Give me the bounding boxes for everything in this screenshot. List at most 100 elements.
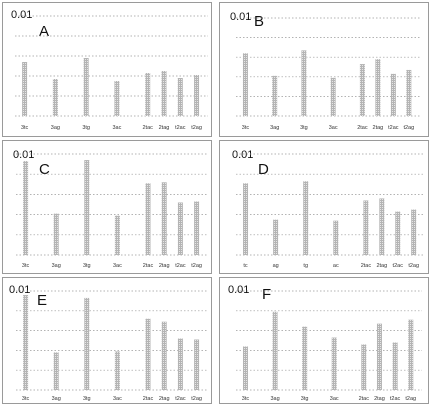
x-tick-label: t2ag <box>191 125 202 131</box>
x-tick-label: 2tac <box>143 263 154 269</box>
x-tick-label: t2ac <box>175 396 186 402</box>
x-tick-label: t2ag <box>405 396 416 402</box>
x-tick-label: 3tg <box>83 263 91 269</box>
bar-chart: tc ag tg ac 2tac 2tag t2ac t2ag <box>236 153 425 269</box>
x-tick-label: 2tag <box>159 396 170 402</box>
bar-chart: 3tc 3ag 3tg 3ac 2tac 2tag t2ac t2ag <box>16 153 208 269</box>
bar-t2ag <box>406 69 412 116</box>
bar-chart: 3tc 3ag 3tg 3ac 2tac 2tag t2ac t2ag <box>15 15 208 131</box>
bar-3ag <box>53 352 59 390</box>
bar-2tac <box>361 344 367 390</box>
x-tick-label: 3ac <box>330 396 339 402</box>
x-tick-label: 3ac <box>113 263 122 269</box>
bar-tg <box>303 181 309 255</box>
x-tick-label: 2tac <box>143 396 154 402</box>
bar-3tg <box>84 160 90 255</box>
bar-3ag <box>53 213 59 255</box>
bar-t2ag <box>408 319 414 390</box>
bar-3ac <box>114 215 120 255</box>
bar-2tag <box>161 321 167 390</box>
bar-ag <box>273 219 279 255</box>
bar-3tc <box>23 294 29 390</box>
bar-3tc <box>22 62 28 116</box>
bar-2tag <box>161 182 167 255</box>
bar-3tc <box>242 53 248 116</box>
chart-panel-f: 0.01 F 3tc 3ag 3tg 3ac 2tac 2tag t2ac t2ag <box>219 277 429 404</box>
chart-panel-b: 0.01 B 3tc 3ag 3tg 3ac 2tac 2tag t2ac t2ag <box>219 2 429 137</box>
y-axis-top-label: 0.01 <box>230 11 252 23</box>
x-tick-label: 3ac <box>113 396 122 402</box>
x-tick-label: t2ac <box>175 125 186 131</box>
x-tick-label: 2tag <box>374 396 385 402</box>
panel-letter: A <box>39 23 50 40</box>
x-tick-label: 2tac <box>359 396 370 402</box>
bar-3ac <box>114 351 120 390</box>
bar-2tag <box>379 198 385 255</box>
x-tick-label: 3tg <box>300 125 308 131</box>
bar-t2ag <box>194 75 200 116</box>
bar-chart: 3tc 3ag 3tg 3ac 2tac 2tag t2ac t2ag <box>16 290 208 402</box>
bar-t2ag <box>411 209 417 255</box>
x-tick-label: t2ag <box>191 263 202 269</box>
bar-chart: 3tc 3ag 3tg 3ac 2tac 2tag t2ac t2ag <box>236 290 422 402</box>
bar-3ac <box>330 77 336 116</box>
x-tick-label: 3tg <box>83 396 91 402</box>
x-tick-label: 2tac <box>142 125 153 131</box>
bar-2tac <box>145 73 151 116</box>
bar-3tg <box>301 50 307 117</box>
bar-t2ag <box>194 339 200 390</box>
x-tick-label: 3tc <box>242 125 250 131</box>
bar-3ag <box>52 79 58 116</box>
bar-3ag <box>272 75 278 116</box>
x-tick-label: 3ag <box>52 396 61 402</box>
bar-3tc <box>242 346 248 390</box>
x-tick-label: 2tag <box>159 125 170 131</box>
bar-3tg <box>83 58 89 116</box>
bar-2tag <box>161 71 167 116</box>
bar-2tag <box>375 59 381 116</box>
bar-2tac <box>145 318 151 390</box>
x-tick-label: t2ac <box>388 125 399 131</box>
bar-tc <box>243 183 249 255</box>
y-axis-top-label: 0.01 <box>9 284 31 296</box>
panel-letter: B <box>254 13 265 30</box>
x-tick-label: tg <box>303 263 308 269</box>
x-tick-label: ag <box>273 263 279 269</box>
x-tick-label: t2ag <box>191 396 202 402</box>
bar-ac <box>333 220 339 255</box>
bar-t2ac <box>177 338 183 390</box>
y-axis-top-label: 0.01 <box>11 9 33 21</box>
x-tick-label: 3tc <box>22 263 30 269</box>
chart-panel-c: 0.01 C 3tc 3ag 3tg 3ac 2tac 2tag t2ac t2ag <box>2 140 212 274</box>
bar-2tag <box>376 323 382 390</box>
x-tick-label: t2ag <box>403 125 414 131</box>
bar-t2ac <box>392 342 398 390</box>
bar-t2ac <box>177 78 183 116</box>
y-axis-top-label: 0.01 <box>13 149 35 161</box>
x-tick-label: 3tc <box>242 396 250 402</box>
chart-panel-e: 0.01 E 3tc 3ag 3tg 3ac 2tac 2tag t2ac t2ag <box>2 277 212 404</box>
x-tick-label: tc <box>243 263 248 269</box>
bar-3tg <box>84 297 90 390</box>
chart-panel-d: 0.01 D tc ag tg ac 2tac 2tag t2ac t2ag <box>219 140 429 274</box>
bar-3ag <box>272 311 278 390</box>
y-axis-top-label: 0.01 <box>228 284 250 296</box>
bar-t2ac <box>177 202 183 255</box>
bar-3ac <box>114 81 120 116</box>
x-tick-label: 3tg <box>82 125 90 131</box>
panel-letter: D <box>258 161 269 178</box>
x-tick-label: 3tc <box>22 396 30 402</box>
bar-t2ac <box>395 211 401 255</box>
x-tick-label: 2tac <box>357 125 368 131</box>
x-tick-label: t2ac <box>390 396 401 402</box>
x-tick-label: t2ac <box>393 263 404 269</box>
panel-letter: F <box>262 286 272 303</box>
x-tick-label: 3ag <box>270 125 279 131</box>
x-tick-label: 2tac <box>361 263 372 269</box>
panel-letter: C <box>39 161 50 178</box>
bar-chart: 3tc 3ag 3tg 3ac 2tac 2tag t2ac t2ag <box>236 17 420 131</box>
x-tick-label: 2tag <box>159 263 170 269</box>
y-axis-top-label: 0.01 <box>232 149 254 161</box>
bar-3tg <box>302 326 308 390</box>
x-tick-label: t2ac <box>175 263 186 269</box>
